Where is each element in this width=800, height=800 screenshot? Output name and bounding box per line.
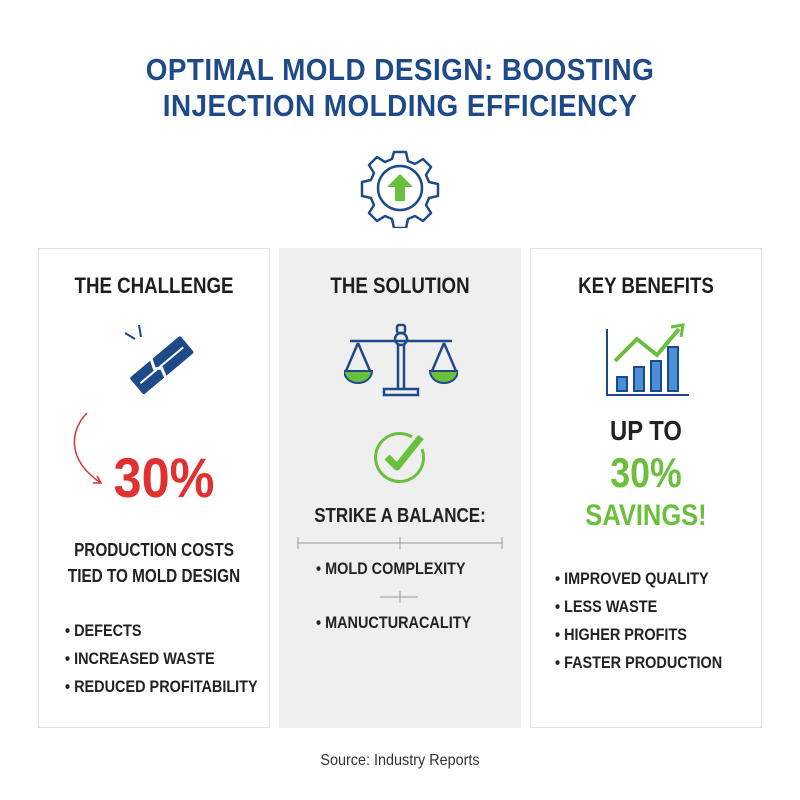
benefit-item-text: IMPROVED QUALITY: [564, 569, 709, 588]
challenge-desc-line-2: TIED TO MOLD DESIGN: [67, 566, 241, 586]
benefit-item: • LESS WASTE: [555, 597, 658, 616]
challenge-item: • REDUCED PROFITABILITY: [65, 677, 258, 696]
benefits-savings: SAVINGS!: [585, 499, 707, 532]
benefit-item-text: FASTER PRODUCTION: [564, 653, 723, 672]
balance-scale-icon: [344, 323, 458, 397]
bar-chart-growth-icon: [606, 323, 689, 396]
page-title: OPTIMAL MOLD DESIGN: BOOSTING INJECTION …: [40, 52, 760, 124]
title-line-2: INJECTION MOLDING EFFICIENCY: [162, 88, 638, 123]
broken-mold-icon: [124, 324, 196, 397]
curved-arrow-icon: [73, 412, 103, 484]
solution-heading: THE SOLUTION: [330, 273, 470, 298]
solution-panel: THE SOLUTION STRIKE A BALANCE: • MOLD CO…: [279, 248, 521, 728]
benefit-item-text: LESS WASTE: [564, 597, 658, 616]
source-note: Source: Industry Reports: [320, 752, 480, 769]
balance-divider-lines: [297, 537, 503, 603]
benefits-heading: KEY BENEFITS: [578, 273, 714, 298]
challenge-stat: 30%: [113, 446, 215, 509]
challenge-item-text: INCREASED WASTE: [74, 649, 215, 668]
challenge-item: • DEFECTS: [65, 621, 142, 640]
challenge-item: • INCREASED WASTE: [65, 649, 215, 668]
benefits-stat: 30%: [610, 449, 682, 496]
benefits-up-to: UP TO: [610, 415, 682, 446]
check-circle-icon: [374, 432, 426, 483]
challenge-item-text: DEFECTS: [74, 621, 142, 640]
benefit-item: • IMPROVED QUALITY: [555, 569, 709, 588]
solution-item: • MANUCTURACALITY: [316, 613, 472, 632]
benefits-panel: KEY BENEFITS UP TO 30% SAVINGS! • IMPROV…: [530, 248, 762, 728]
solution-item-text: MANUCTURACALITY: [325, 613, 472, 632]
solution-subheading: STRIKE A BALANCE:: [314, 505, 486, 527]
benefit-item-text: HIGHER PROFITS: [564, 625, 687, 644]
challenge-panel: THE CHALLENGE 30% PRODUCTION COSTS TIED …: [38, 248, 270, 728]
challenge-heading: THE CHALLENGE: [74, 273, 234, 298]
challenge-desc-line-1: PRODUCTION COSTS: [74, 540, 234, 560]
title-line-1: OPTIMAL MOLD DESIGN: BOOSTING: [145, 52, 655, 87]
gear-up-arrow-icon: [360, 150, 440, 228]
solution-item: • MOLD COMPLEXITY: [316, 559, 466, 578]
benefit-item: • HIGHER PROFITS: [555, 625, 687, 644]
benefit-item: • FASTER PRODUCTION: [555, 653, 723, 672]
challenge-item-text: REDUCED PROFITABILITY: [74, 677, 258, 696]
solution-item-text: MOLD COMPLEXITY: [325, 559, 466, 578]
challenge-description: PRODUCTION COSTS TIED TO MOLD DESIGN: [56, 537, 252, 589]
